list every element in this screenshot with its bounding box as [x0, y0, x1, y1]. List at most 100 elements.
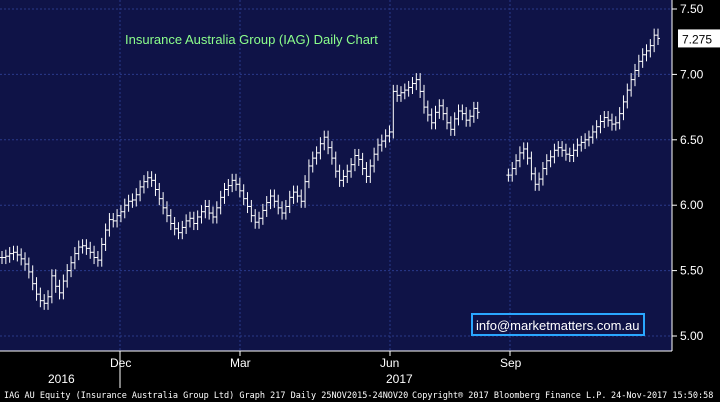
price-bar: [552, 143, 557, 164]
x-tick-label: Mar: [230, 356, 251, 370]
price-bar: [203, 199, 208, 219]
price-bar: [656, 28, 660, 45]
price-bar: [303, 175, 308, 208]
price-bar: [164, 201, 169, 223]
price-bar: [322, 130, 327, 151]
price-bar: [364, 162, 369, 183]
price-bar: [629, 73, 634, 97]
price-bar: [333, 151, 338, 178]
price-bar: [168, 209, 173, 231]
price-bar: [521, 142, 526, 160]
price-bar: [402, 83, 407, 100]
price-bar: [207, 199, 212, 220]
price-bar: [122, 198, 127, 219]
price-bar: [387, 125, 392, 143]
x-tick-label: Sep: [500, 356, 522, 370]
y-tick-label: 6.50: [680, 133, 704, 147]
email-link[interactable]: info@marketmatters.com.au: [476, 318, 639, 333]
footer-timestamp: 24-Nov-2017 15:50:58: [611, 391, 713, 401]
price-bar: [606, 111, 611, 127]
price-bar: [191, 211, 196, 231]
price-bar: [30, 265, 35, 291]
price-bar: [621, 95, 626, 121]
price-bar: [475, 101, 480, 119]
price-bar: [138, 180, 143, 202]
price-bar: [306, 159, 311, 189]
chart-title: Insurance Australia Group (IAG) Daily Ch…: [125, 32, 378, 47]
price-bar: [352, 148, 357, 172]
price-bar: [180, 220, 185, 240]
price-bar: [640, 48, 645, 68]
price-bar: [609, 113, 614, 131]
price-bar: [329, 141, 334, 165]
price-bar: [314, 146, 319, 165]
price-bar: [84, 239, 89, 255]
price-bar: [130, 193, 135, 208]
price-bar: [15, 245, 20, 262]
price-bar: [525, 142, 530, 165]
price-bar: [586, 130, 591, 147]
price-bar: [590, 125, 595, 144]
price-bar: [99, 237, 104, 267]
price-bar: [529, 151, 534, 181]
price-bar: [49, 269, 54, 304]
price-bar: [414, 73, 419, 91]
x-tick-label: Dec: [110, 356, 131, 370]
price-bar: [187, 211, 192, 228]
price-bar: [118, 205, 123, 223]
footer-copyright: Copyright® 2017 Bloomberg Finance L.P.: [412, 391, 606, 401]
price-bar: [253, 209, 258, 229]
gridlines: [0, 0, 672, 351]
price-bar: [537, 172, 542, 191]
price-bar: [648, 39, 653, 58]
price-bar: [95, 250, 100, 267]
price-bar: [111, 213, 116, 228]
price-bar: [383, 129, 388, 148]
price-bar: [3, 249, 8, 265]
price-bar: [421, 84, 426, 114]
price-bar: [310, 151, 315, 173]
price-bar: [287, 190, 292, 214]
price-bar: [283, 199, 288, 220]
price-bar: [418, 73, 423, 98]
price-bar: [226, 179, 231, 197]
price-bar: [341, 169, 346, 187]
price-bar: [145, 171, 150, 189]
price-bar: [210, 206, 215, 224]
price-bar: [72, 247, 77, 270]
price-bar: [437, 99, 442, 119]
price-bar: [318, 137, 323, 160]
price-bar: [433, 105, 438, 130]
price-bar: [34, 277, 39, 301]
price-bar: [199, 205, 204, 224]
last-price-box: [678, 29, 720, 48]
price-bar: [445, 107, 450, 130]
price-bar: [157, 182, 162, 206]
email-box[interactable]: info@marketmatters.com.au: [471, 313, 645, 336]
y-tick-label: 7.50: [680, 2, 704, 16]
price-bar: [80, 239, 85, 254]
price-bar: [391, 84, 396, 139]
x-axis: Dec Mar Jun Sep 2016 2017: [0, 350, 672, 388]
email-box-border: [471, 313, 645, 336]
price-bar: [11, 245, 16, 261]
price-bar: [356, 148, 361, 166]
price-bar: [345, 164, 350, 183]
footer-security: IAG AU Equity (Insurance Australia Group…: [4, 391, 408, 401]
price-bar: [548, 150, 553, 168]
price-bar: [26, 257, 31, 279]
price-bar: [540, 162, 545, 186]
price-bar: [19, 248, 24, 266]
price-bar: [272, 189, 277, 208]
price-bar: [299, 189, 304, 208]
price-bar: [636, 54, 641, 78]
price-bar: [214, 201, 219, 224]
price-bar: [107, 213, 112, 237]
price-bars: [0, 28, 660, 310]
price-bar: [429, 108, 434, 130]
price-bar: [237, 177, 242, 198]
price-bar: [468, 109, 473, 127]
price-bar: [134, 188, 139, 207]
